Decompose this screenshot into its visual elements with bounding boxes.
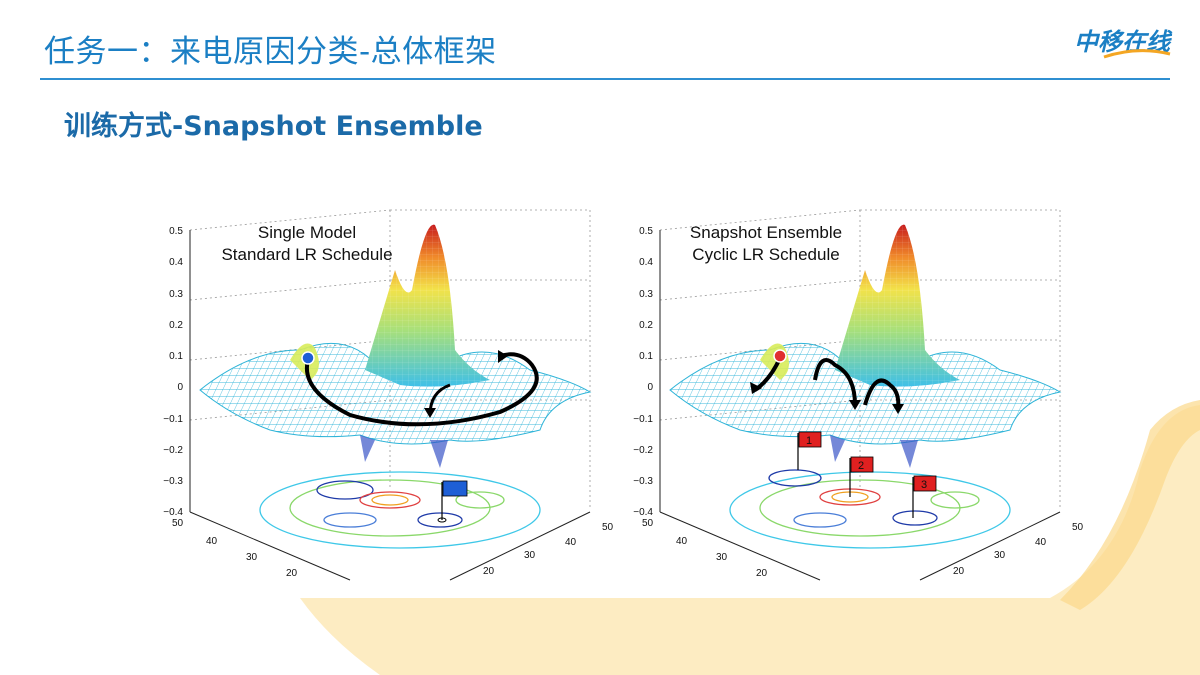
blue-flag-icon [437,480,468,523]
z-tick: 0.3 [639,289,653,300]
z-tick: −0.3 [633,476,653,487]
z-tick: 0.2 [169,320,183,331]
axis-tick: 20 [286,568,298,579]
axis-tick: 20 [483,566,495,577]
right-label-line2: Cyclic LR Schedule [692,245,840,264]
z-tick: −0.4 [633,507,653,518]
axis-tick: 30 [994,550,1006,561]
axis-tick: 40 [206,536,218,547]
axis-tick: 30 [716,552,728,563]
flag-number: 2 [858,460,864,472]
page-title: 任务一：来电原因分类-总体框架 [44,34,497,70]
right-panel: 0.5 0.4 0.3 0.2 0.1 0 −0.1 −0.2 −0.3 −0.… [633,209,1084,581]
start-marker-icon [301,351,315,365]
left-contours [259,471,541,549]
loss-surface-diagram: 0.5 0.4 0.3 0.2 0.1 0 −0.1 −0.2 −0.3 −0.… [163,209,1084,581]
axis-tick: 20 [953,566,965,577]
z-tick: −0.3 [163,476,183,487]
left-panel: 0.5 0.4 0.3 0.2 0.1 0 −0.1 −0.2 −0.3 −0.… [163,209,614,581]
axis-tick: 30 [246,552,258,563]
flag-number: 3 [921,479,927,491]
axis-tick: 50 [602,522,614,533]
red-flag-icon: 2 [849,456,874,497]
right-label-line1: Snapshot Ensemble [689,223,843,242]
right-contours [729,469,1011,549]
axis-tick: 40 [565,537,577,548]
z-tick: −0.4 [163,507,183,518]
left-label-line1: Single Model [257,223,357,242]
z-tick: 0.2 [639,320,653,331]
axis-tick: 40 [1035,537,1047,548]
z-tick: −0.1 [163,414,183,425]
z-tick: 0 [647,382,653,393]
logo-swoosh-icon [1103,49,1171,59]
z-tick: 0.3 [169,289,183,300]
snapshot-ensemble-figure: 0.5 0.4 0.3 0.2 0.1 0 −0.1 −0.2 −0.3 −0.… [150,200,1090,594]
z-tick: −0.1 [633,414,653,425]
axis-tick: 40 [676,536,688,547]
title-divider [40,78,1170,80]
z-tick: 0.4 [639,257,653,268]
z-tick: 0.5 [169,226,183,237]
red-flag-icon: 3 [912,475,937,518]
z-tick: 0.1 [169,351,183,362]
z-tick: −0.2 [163,445,183,456]
z-tick: 0 [177,382,183,393]
z-tick: 0.1 [639,351,653,362]
section-subtitle: 训练方式-Snapshot Ensemble [64,111,483,142]
axis-tick: 50 [642,518,654,529]
axis-tick: 50 [1072,522,1084,533]
left-z-ticks: 0.5 0.4 0.3 0.2 0.1 0 −0.1 −0.2 −0.3 −0.… [163,226,183,518]
axis-tick: 50 [172,518,184,529]
right-z-ticks: 0.5 0.4 0.3 0.2 0.1 0 −0.1 −0.2 −0.3 −0.… [633,226,653,518]
z-tick: 0.4 [169,257,183,268]
axis-tick: 30 [524,550,536,561]
axis-tick: 20 [756,568,768,579]
right-panel-label: Snapshot Ensemble Cyclic LR Schedule [666,222,866,266]
z-tick: −0.2 [633,445,653,456]
flag-number: 1 [806,435,812,447]
start-marker-icon [773,349,787,363]
left-panel-label: Single Model Standard LR Schedule [202,222,412,266]
red-flag-icon: 1 [797,431,822,470]
left-label-line2: Standard LR Schedule [221,245,393,264]
z-tick: 0.5 [639,226,653,237]
